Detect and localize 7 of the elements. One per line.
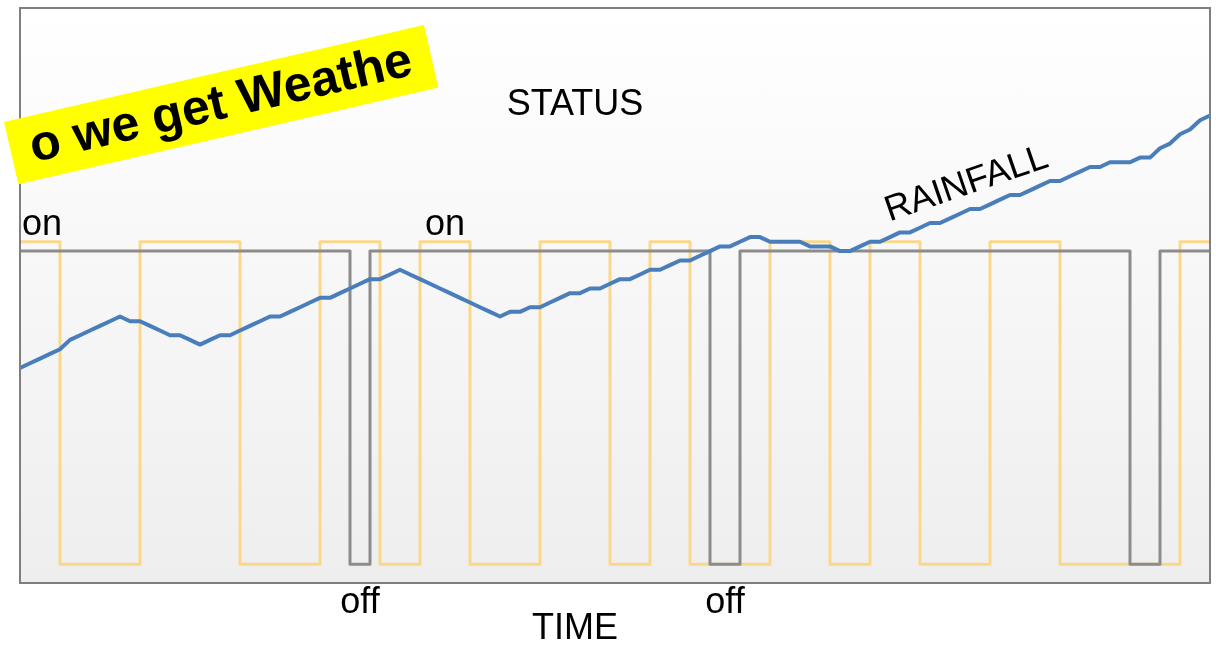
x-axis-title: TIME <box>532 605 618 647</box>
annotation: off <box>340 579 381 621</box>
annotation: on <box>425 202 466 244</box>
y-axis-title: STATUS <box>506 81 644 123</box>
annotation: off <box>705 579 746 621</box>
chart-title: o we get Weathe <box>4 25 439 185</box>
annotation: on <box>22 202 63 244</box>
